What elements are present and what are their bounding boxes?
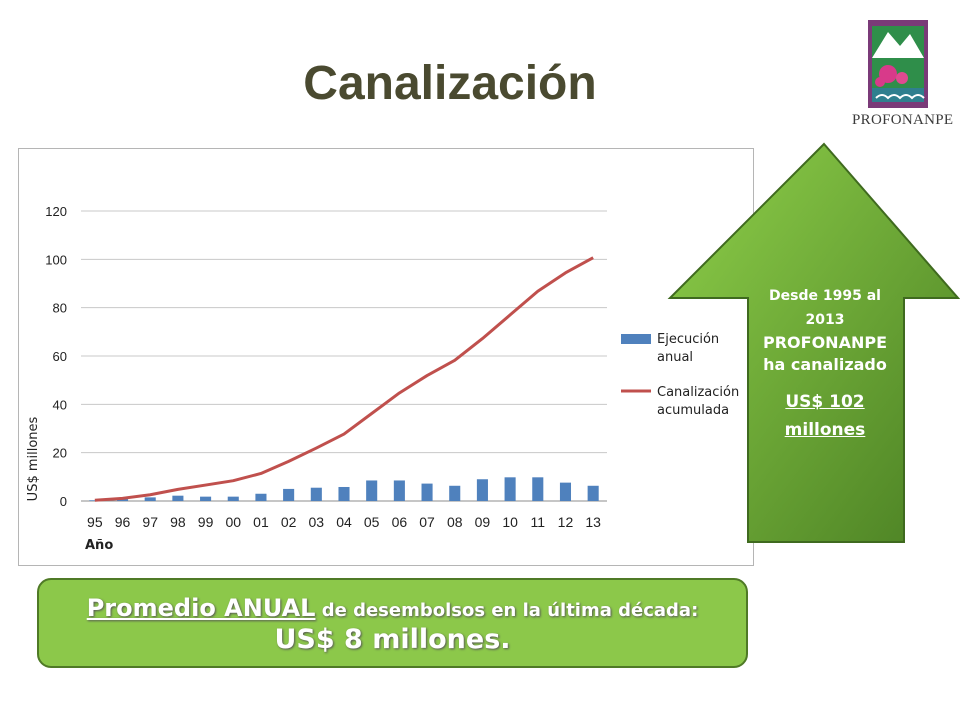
logo-text: PROFONANPE [852,112,954,128]
x-tick-label: 13 [585,514,601,530]
y-tick-label: 20 [53,446,67,461]
y-tick-label: 60 [53,349,67,364]
bar [89,500,101,501]
bar [559,482,572,501]
bar [476,479,488,501]
arrow-callout: Desde 1995 al 2013 PROFONANPE ha canaliz… [750,284,900,444]
x-tick-label: 03 [309,514,325,530]
arrow-period: Desde 1995 al 2013 [769,288,881,328]
bar [504,477,516,501]
bar [283,488,295,501]
x-tick-label: 01 [253,514,269,530]
line-series [94,256,594,502]
x-tick-label: 11 [531,514,546,530]
bar [227,496,239,501]
x-tick-label: 07 [419,514,435,530]
y-tick-label: 0 [60,494,67,509]
bar-series [89,477,599,501]
profonanpe-logo [868,20,928,108]
x-tick-label: 00 [225,514,241,530]
legend-label-line: Canalización acumulada [657,385,739,418]
bar [587,485,599,501]
bar [200,496,212,501]
arrow-amount: US$ 102 millones [784,392,866,440]
y-tick-label: 40 [53,397,67,412]
x-tick-label: 09 [475,514,491,530]
y-tick-labels: 0 20 40 60 80 100 120 [45,204,67,509]
x-tick-label: 98 [170,514,186,530]
bar [144,497,156,501]
summary-box: Promedio ANUAL de desembolsos en la últi… [37,578,748,668]
x-tick-label: 04 [336,514,352,530]
page-title: Canalización [303,57,597,110]
x-tick-label: 97 [142,514,158,530]
chart-grid [81,210,607,502]
series-line [94,256,594,502]
bar [255,493,267,501]
bar [172,495,184,501]
bar [116,499,129,501]
summary-line: Promedio ANUAL de desembolsos en la últi… [39,594,746,622]
legend-label-bar: Ejecución anual [657,332,719,365]
x-axis-label: Año [85,538,113,553]
bar [366,480,378,501]
x-tick-label: 96 [115,514,131,530]
x-tick-label: 12 [558,514,574,530]
summary-prefix: Promedio ANUAL [86,594,316,622]
bar [532,477,544,501]
chart-panel: 0 20 40 60 80 100 120 95 96 97 98 99 00 01 02 03 04 05 06… [18,148,754,566]
x-tick-labels: 95 96 97 98 99 00 01 02 03 04 05 06 07 08 09 10 11 12 13 [87,514,601,530]
bar [449,485,461,501]
summary-rest: de desembolsos en la última década: [315,600,699,621]
x-tick-label: 02 [281,514,297,530]
x-tick-label: 08 [447,514,463,530]
bar [393,480,405,501]
y-axis-label: US$ millones [26,416,41,501]
up-arrow-shape [667,142,960,543]
bar [310,487,322,501]
x-tick-label: 06 [392,514,408,530]
bar [338,486,350,501]
x-tick-label: 10 [502,514,518,530]
x-tick-label: 95 [87,514,103,530]
chart: 0 20 40 60 80 100 120 95 96 97 98 99 00 01 02 03 04 05 06… [26,204,739,553]
chart-legend: Ejecución anual Canalización acumulada [621,332,739,418]
bar [421,483,433,501]
y-tick-label: 80 [53,301,67,316]
x-tick-label: 05 [364,514,380,530]
summary-value: US$ 8 millones. [274,624,511,655]
arrow-statement: PROFONANPE ha canalizado [763,333,887,374]
y-tick-label: 120 [45,204,67,219]
y-tick-label: 100 [45,252,67,267]
x-tick-label: 99 [198,514,214,530]
legend-swatch-bar [621,334,651,344]
